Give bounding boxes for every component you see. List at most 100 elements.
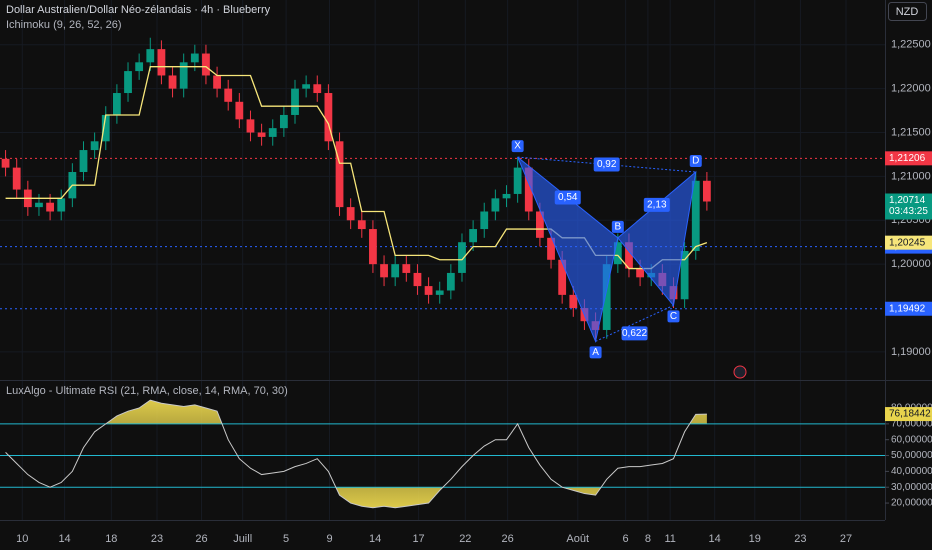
candle-body <box>569 294 578 309</box>
x-tick-label: 26 <box>195 533 207 545</box>
x-tick-label: 23 <box>151 533 163 545</box>
candle-body <box>313 84 322 94</box>
x-tick-label: 14 <box>369 533 381 545</box>
x-tick-label: 5 <box>283 533 289 545</box>
candle-body <box>602 264 611 330</box>
ratio-label: 0,54 <box>558 192 578 203</box>
candle-body <box>502 193 511 199</box>
candle-body <box>636 268 644 278</box>
candle-body <box>691 180 700 251</box>
x-tick-label: 23 <box>794 533 806 545</box>
candle-body <box>179 62 188 89</box>
symbol-title: Dollar Australien/Dollar Néo-zélandais ·… <box>6 4 271 16</box>
candle-body <box>513 167 522 194</box>
rsi-title: LuxAlgo - Ultimate RSI (21, RMA, close, … <box>6 385 288 397</box>
candle-body <box>124 71 132 94</box>
candle-body <box>35 202 43 208</box>
y-tick-label: 1,22500 <box>891 39 931 51</box>
candle-body <box>190 53 199 63</box>
candle-body <box>324 93 333 142</box>
candle-body <box>380 264 388 278</box>
candle-body <box>90 141 99 151</box>
x-tick-label: 11 <box>664 533 675 545</box>
candle-body <box>424 286 433 295</box>
plot: 0,54 0,92 2,13 0,622 X A B C D <box>0 37 885 359</box>
candle-body <box>57 198 66 212</box>
pattern-point-label: D <box>692 156 699 167</box>
candle-body <box>435 290 444 295</box>
x-tick-label: 27 <box>840 533 852 545</box>
candle-body <box>268 128 277 137</box>
x-tick-label: 26 <box>501 533 513 545</box>
x-tick-label: 10 <box>16 533 28 545</box>
candle-body <box>446 272 455 291</box>
x-tick-label: 6 <box>623 533 629 545</box>
candle-body <box>369 229 377 265</box>
y-tick-label: 1,20000 <box>891 258 931 270</box>
candle-body <box>246 119 255 133</box>
pattern-point <box>511 140 524 153</box>
indicator-title: Ichimoku (9, 26, 52, 26) <box>6 19 122 31</box>
candle-body <box>458 242 466 273</box>
candle-body <box>391 264 400 278</box>
currency-box[interactable] <box>888 2 927 21</box>
x-tick-label: Juill <box>233 533 252 545</box>
event-icon[interactable] <box>733 365 747 379</box>
ratio-label: 0,622 <box>622 328 647 339</box>
rsi-tag: 76,18442 <box>889 409 931 420</box>
rsi-tick-label: 40,00000 <box>891 466 932 477</box>
candle-body <box>12 167 21 190</box>
candle-body <box>625 242 633 269</box>
ratio-box <box>643 197 670 212</box>
pattern-point <box>589 346 602 359</box>
candle-body <box>680 250 689 300</box>
ratio-box <box>621 326 648 341</box>
x-tick-label: 9 <box>326 533 332 545</box>
x-tick-label: 14 <box>709 533 721 545</box>
candle-body <box>524 167 533 212</box>
candle-body <box>547 237 555 260</box>
candle-body <box>213 75 221 89</box>
rsi-oversold-fill <box>335 487 602 508</box>
level-tag: 1,19492 <box>889 303 926 314</box>
pattern-point-label: C <box>670 311 677 322</box>
rsi-line <box>5 399 707 509</box>
pattern-point <box>667 310 680 323</box>
x-tick-label: 18 <box>105 533 117 545</box>
rsi-overbought-fill <box>105 400 707 424</box>
currency[interactable]: NZD <box>896 6 919 18</box>
pattern-point <box>689 155 702 168</box>
candle-body <box>202 53 210 76</box>
pattern-point-label: X <box>514 141 521 152</box>
candle-body <box>146 49 155 63</box>
x-tick-label: 22 <box>459 533 471 545</box>
last-price-tag: 1,20714 <box>889 195 926 206</box>
rsi-tick-label: 70,00000 <box>891 419 932 430</box>
rsi-tick-label: 30,00000 <box>891 482 932 493</box>
candle-body <box>346 207 355 221</box>
candle-body <box>168 75 177 89</box>
level-tag-bg <box>885 151 932 166</box>
ratio-box <box>554 190 581 205</box>
level-tag-bg <box>885 301 932 316</box>
candle-body <box>469 229 478 243</box>
ratio-label: 0,92 <box>597 159 617 170</box>
pattern-point-label: B <box>614 221 621 232</box>
candle-body <box>613 242 622 265</box>
candle-body <box>112 93 121 115</box>
rsi-tick-label: 60,00000 <box>891 434 932 445</box>
x-tick-label: 17 <box>412 533 424 545</box>
y-tick-label: 1,19000 <box>891 346 931 358</box>
candle-body <box>235 101 244 120</box>
rsi-tick-label: 50,00000 <box>891 450 932 461</box>
y-tick-label: 1,22000 <box>891 83 931 95</box>
x-tick-label: 8 <box>645 533 651 545</box>
y-tick-label: 1,21500 <box>891 126 931 138</box>
rsi-tick-label: 20,00000 <box>891 498 932 509</box>
candle-body <box>224 88 233 102</box>
candle-body <box>279 114 288 129</box>
candle-body <box>79 150 88 173</box>
candle-body <box>402 264 411 273</box>
